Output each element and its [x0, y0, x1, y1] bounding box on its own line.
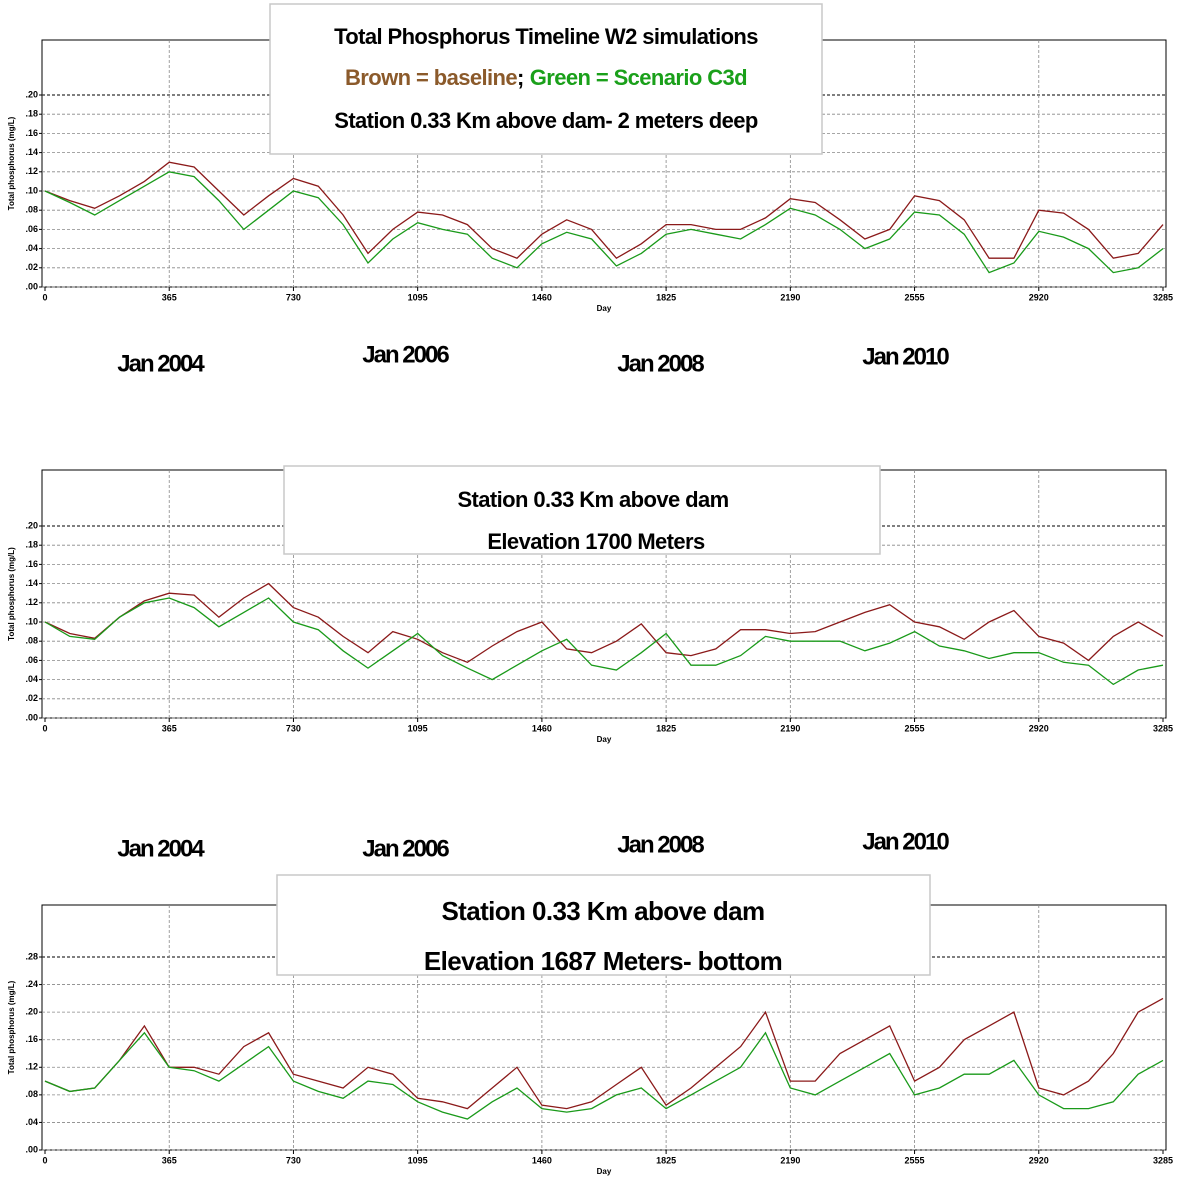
y-tick-label: .04: [25, 674, 38, 684]
y-tick-label: .00: [25, 712, 38, 722]
title-box: [269, 3, 823, 155]
x-tick-label: 1825: [656, 292, 676, 302]
x-tick-label: 2190: [780, 723, 800, 733]
x-tick-label: 365: [162, 723, 177, 733]
y-tick-label: .08: [25, 1089, 38, 1099]
x-tick-label: 3285: [1153, 723, 1173, 733]
y-tick-label: .18: [25, 109, 38, 119]
y-tick-label: .02: [25, 262, 38, 272]
chart-subtitle: Elevation 1687 Meters- bottom: [424, 946, 782, 976]
x-tick-label: 3285: [1153, 1155, 1173, 1165]
y-tick-label: .04: [25, 243, 38, 253]
x-tick-label: 2555: [905, 1155, 925, 1165]
x-tick-label: 1095: [408, 292, 428, 302]
x-tick-label: 1460: [532, 723, 552, 733]
y-tick-label: .16: [25, 128, 38, 138]
y-tick-label: .10: [25, 185, 38, 195]
x-tick-label: 2920: [1029, 723, 1049, 733]
y-tick-label: .00: [25, 1144, 38, 1154]
annotation: Jan 2004: [117, 350, 205, 377]
y-tick-label: .02: [25, 693, 38, 703]
x-tick-label: 730: [286, 723, 301, 733]
x-tick-label: 365: [162, 1155, 177, 1165]
chart-subtitle: Elevation 1700 Meters: [487, 529, 705, 554]
x-tick-label: 3285: [1153, 292, 1173, 302]
y-axis-label: Total phosphorus (mg/L): [7, 116, 16, 210]
x-tick-label: 2190: [780, 292, 800, 302]
series-line: [44, 1031, 1164, 1120]
y-tick-label: .12: [25, 1062, 38, 1072]
y-tick-label: .14: [25, 147, 38, 157]
x-tick-label: 2920: [1029, 1155, 1049, 1165]
series-line: [44, 997, 1164, 1110]
title-box: [276, 874, 931, 976]
x-tick-label: 1460: [532, 292, 552, 302]
annotation: Jan 2008: [617, 350, 704, 377]
y-tick-label: .06: [25, 655, 38, 665]
plots: .00 .02 .04 .06 .08 .10 .12 .14 .16 .18 .20 0 365 730…: [7, 39, 1173, 1176]
x-tick-label: 730: [286, 292, 301, 302]
x-tick-label: 2555: [905, 723, 925, 733]
y-tick-label: .10: [25, 616, 38, 626]
annotation: Jan 2008: [617, 831, 704, 858]
y-tick-label: .24: [25, 979, 38, 989]
annotation: Jan 2006: [362, 835, 449, 862]
series-line: [44, 161, 1164, 260]
note: Brown = baseline: [345, 65, 517, 90]
x-tick-label: 2555: [905, 292, 925, 302]
series-line: [44, 597, 1164, 686]
x-tick-label: 2190: [780, 1155, 800, 1165]
title-box: [283, 465, 881, 555]
x-tick-label: 1095: [408, 723, 428, 733]
x-axis-label: Day: [597, 304, 612, 313]
x-axis-label: Day: [597, 735, 612, 744]
x-tick-label: 1095: [408, 1155, 428, 1165]
chart-title: Station 0.33 Km above dam: [457, 487, 728, 512]
y-tick-label: .20: [25, 89, 38, 99]
y-tick-label: .08: [25, 636, 38, 646]
legend-note: Brown = baseline; Green = Scenario C3d: [345, 65, 747, 90]
series-line: [44, 582, 1164, 664]
x-tick-label: 0: [42, 723, 47, 733]
chart-title: Station 0.33 Km above dam: [441, 896, 764, 926]
x-axis-label: Day: [597, 1167, 612, 1176]
y-tick-label: .28: [25, 951, 38, 961]
x-tick-label: 365: [162, 292, 177, 302]
y-tick-label: .20: [25, 520, 38, 530]
note: ;: [517, 65, 524, 90]
annotation: Jan 2004: [117, 835, 205, 862]
y-tick-label: .16: [25, 559, 38, 569]
x-tick-label: 1825: [656, 1155, 676, 1165]
chart-subtitle: Station 0.33 Km above dam- 2 meters deep: [334, 108, 758, 133]
y-tick-label: .12: [25, 166, 38, 176]
x-tick-label: 0: [42, 1155, 47, 1165]
series-line: [44, 171, 1164, 274]
annotation: Jan 2010: [862, 343, 949, 370]
x-tick-label: 0: [42, 292, 47, 302]
y-tick-label: .06: [25, 224, 38, 234]
annotation: Jan 2010: [862, 828, 949, 855]
x-tick-label: 1460: [532, 1155, 552, 1165]
x-tick-label: 1825: [656, 723, 676, 733]
y-axis-label: Total phosphorus (mg/L): [7, 547, 16, 641]
note: Green = Scenario C3d: [530, 65, 747, 90]
y-tick-label: .20: [25, 1007, 38, 1017]
y-tick-label: .18: [25, 540, 38, 550]
x-tick-label: 2920: [1029, 292, 1049, 302]
x-tick-label: 730: [286, 1155, 301, 1165]
y-tick-label: .14: [25, 578, 38, 588]
annotation: Jan 2006: [362, 341, 449, 368]
y-tick-label: .04: [25, 1117, 38, 1127]
y-tick-label: .08: [25, 205, 38, 215]
y-tick-label: .12: [25, 597, 38, 607]
chart-title: Total Phosphorus Timeline W2 simulations: [334, 24, 758, 49]
y-axis-label: Total phosphorus (mg/L): [7, 980, 16, 1074]
y-tick-label: .16: [25, 1034, 38, 1044]
y-tick-label: .00: [25, 281, 38, 291]
